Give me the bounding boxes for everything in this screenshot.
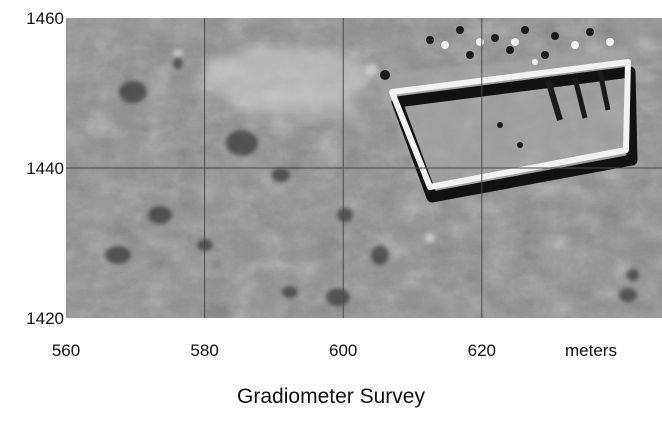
x-tick-label: 580 (190, 341, 218, 360)
x-tick-label: 600 (329, 341, 357, 360)
figure-caption: Gradiometer Survey (237, 385, 425, 408)
gradiometer-raster (66, 18, 662, 318)
y-tick-label: 1440 (26, 159, 64, 178)
axes: 560 580 600 620 1460 1440 1420 (26, 9, 496, 360)
grid-lines (66, 18, 662, 318)
x-tick-label: 560 (52, 341, 80, 360)
x-unit-label: meters (565, 341, 617, 360)
structure-anomaly (372, 26, 638, 203)
y-tick-label: 1460 (26, 9, 64, 28)
x-tick-label: 620 (468, 341, 496, 360)
y-tick-label: 1420 (26, 309, 64, 328)
